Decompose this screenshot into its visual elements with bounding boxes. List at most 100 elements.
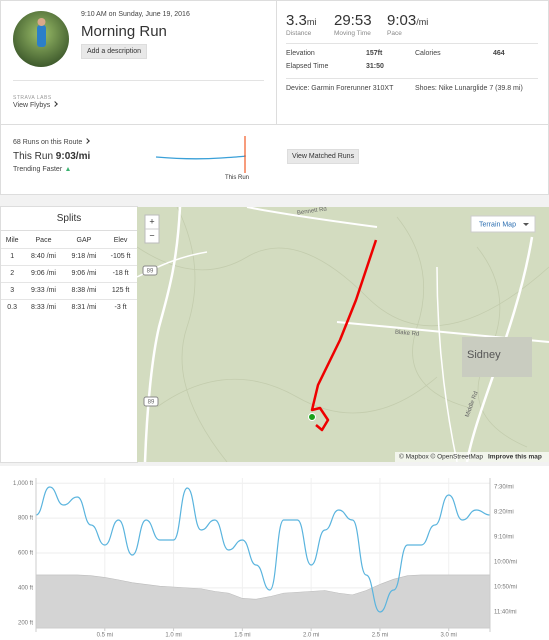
y2-tick-label: 10:00/mi [494, 560, 517, 566]
detail-value: 464 [493, 50, 505, 57]
y2-tick-label: 11:40/mi [494, 610, 517, 616]
road [137, 251, 208, 278]
this-run: This Run 9:03/mi [13, 151, 90, 162]
layer-name: Terrain Map [479, 221, 516, 228]
map-label: 89 [148, 400, 155, 406]
this-run-label: This Run [13, 151, 54, 162]
strava-labs: STRAVA LABS [13, 95, 52, 101]
detail-label: Elapsed Time [286, 63, 329, 70]
splits-header: Elev [113, 237, 128, 245]
splits-header-row: Mile Pace GAP Elev [1, 234, 137, 248]
device: Device: Garmin Forerunner 310XT [286, 85, 394, 92]
town [462, 337, 532, 377]
route-shield [142, 265, 158, 276]
chevron [52, 101, 59, 107]
x-tick-label: 1.5 mi [234, 633, 250, 639]
avatar [13, 11, 69, 67]
attribution-box [395, 452, 549, 462]
splits-cell: -3 ft [114, 304, 127, 312]
route [310, 239, 378, 432]
x-tick-label: 1.0 mi [165, 633, 181, 639]
splits-header: GAP [76, 237, 92, 245]
splits-table: Mile Pace GAP Elev 1 8:40 /mi 9:18 /mi -105 ft 2… [1, 234, 137, 316]
splits-cell: 8:38 /mi [71, 287, 97, 294]
splits-cell: 8:40 /mi [31, 253, 56, 260]
trend: Trending Faster [13, 166, 71, 173]
y2-tick-label: 10:50/mi [494, 585, 517, 591]
elevation-area [35, 574, 491, 629]
zoom-in[interactable]: + [149, 216, 154, 226]
zoom-out[interactable]: − [149, 230, 154, 240]
y2-tick-label: 9:10/mi [494, 535, 514, 541]
splits-cell: 9:18 /mi [71, 253, 97, 260]
view-flybys[interactable]: View Flybys [13, 102, 51, 109]
splits-cell: 9:33 /mi [31, 287, 56, 294]
stat-unit: mi [306, 17, 317, 27]
y2-tick-label: 8:20/mi [494, 510, 514, 516]
road [436, 266, 458, 462]
splits-cell: 1 [10, 253, 15, 260]
y-tick-label: 400 ft [18, 585, 33, 591]
splits-panel: Splits Mile Pace GAP Elev 1 8:40 /mi 9:18 /mi -… [0, 206, 138, 463]
map-label: Bennett Rd [297, 207, 328, 217]
detail-label: Elevation [286, 50, 315, 57]
stat-label: Distance [286, 30, 312, 37]
map-label: Sidney [467, 349, 501, 361]
splits-row: 3 9:33 /mi 8:38 /mi 125 ft [1, 282, 137, 299]
splits-header: Pace [35, 237, 52, 245]
route-count-link[interactable]: 68 Runs on this Route [13, 138, 91, 146]
stat-pace: 9:03/mi [387, 12, 428, 30]
splits-cell: 8:31 /mi [71, 304, 97, 312]
stat-unit: /mi [416, 17, 429, 27]
stat-value: 3.3 [286, 12, 307, 29]
y-tick-label: 600 ft [18, 551, 33, 557]
layer-select-caret [523, 223, 529, 226]
activity-panel: 9:10 AM on Sunday, June 19, 2016 Morning… [0, 0, 549, 195]
x-tick-label: 2.5 mi [372, 633, 388, 639]
pace-line [35, 486, 491, 613]
add-description-button[interactable]: Add a description [81, 44, 147, 59]
route-count[interactable]: 68 Runs on this Route [13, 139, 83, 146]
route-shield [143, 396, 159, 407]
divider [276, 1, 277, 124]
trend-line [155, 155, 246, 160]
divider [1, 230, 137, 231]
splits-cell: 8:33 /mi [31, 304, 56, 312]
splits-cell: -18 ft [112, 270, 129, 277]
stat-value: 9:03 [387, 12, 417, 29]
improve-map-link[interactable]: Improve this map [488, 454, 542, 461]
x-tick-label: 0.5 mi [97, 633, 113, 639]
splits-cell: -105 ft [110, 253, 131, 260]
detail-label: Calories [415, 50, 441, 57]
divider [1, 124, 548, 125]
start-marker [308, 413, 316, 421]
elevation-pace-chart: 1,000 ft 800 ft 600 ft 400 ft 200 ft 7:30/mi 8… [0, 466, 549, 640]
trend-icon [66, 167, 71, 171]
splits-row: 0.3 8:33 /mi 8:31 /mi -3 ft [1, 299, 137, 316]
splits-cell: 125 ft [111, 287, 130, 294]
contour [137, 207, 549, 462]
trend-text: Trending Faster [13, 166, 63, 173]
stat-value: 29:53 [334, 12, 372, 29]
splits-cell: 0.3 [7, 304, 18, 312]
view-matched-runs-button[interactable]: View Matched Runs [287, 149, 359, 164]
y-tick-label: 800 ft [18, 516, 33, 522]
map-attribution: © Mapbox © OpenStreetMap [399, 453, 483, 461]
splits-cell: 3 [10, 287, 15, 294]
y2-tick-label: 7:30/mi [494, 485, 514, 491]
shoes: Shoes: Nike Lunarglide 7 (39.8 mi) [415, 85, 523, 92]
stat-label: Moving Time [334, 30, 371, 37]
activity-datetime: 9:10 AM on Sunday, June 19, 2016 [81, 11, 190, 18]
splits-header: Mile [5, 237, 19, 245]
view-flybys-link[interactable]: View Flybys [13, 101, 59, 109]
road [246, 207, 378, 228]
this-run-pace: 9:03/mi [55, 151, 91, 162]
splits-cell: 9:06 /mi [31, 270, 56, 277]
x-tick-label: 2.0 mi [303, 633, 319, 639]
layer-select[interactable] [470, 215, 536, 233]
splits-cell: 9:06 /mi [71, 270, 97, 277]
road [143, 207, 182, 462]
y-tick-label: 1,000 ft [13, 481, 33, 487]
